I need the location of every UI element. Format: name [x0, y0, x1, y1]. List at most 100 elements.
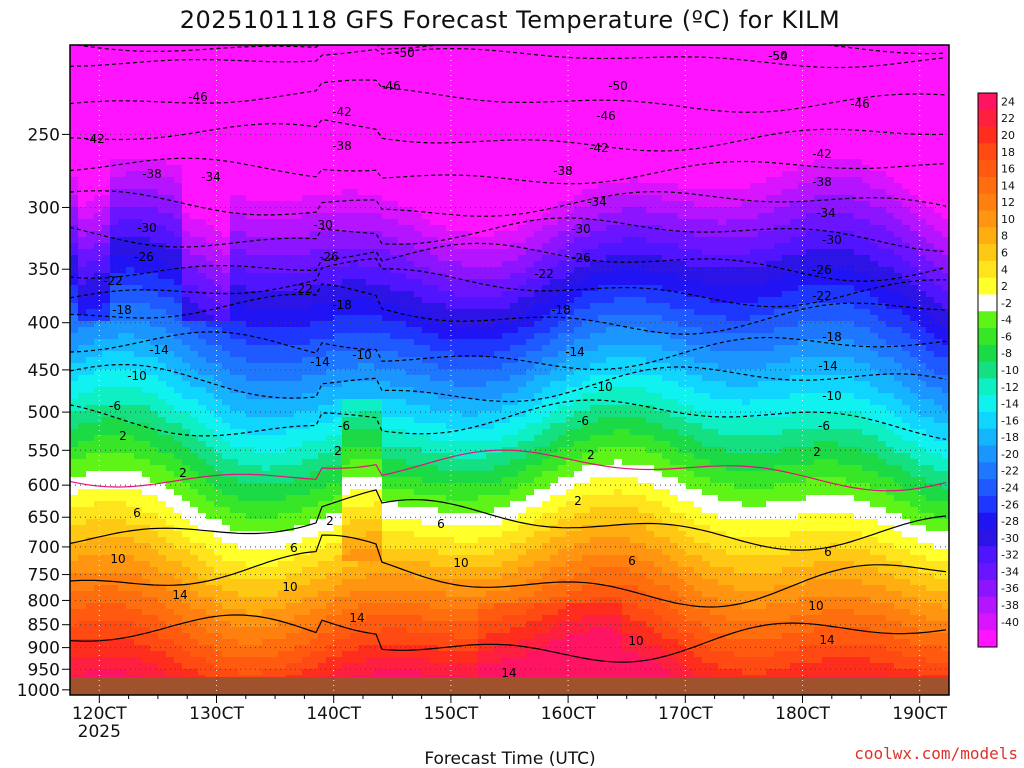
temperature-cell [382, 195, 391, 202]
temperature-cell [822, 117, 831, 124]
temperature-cell [550, 87, 559, 94]
temperature-cell [118, 63, 127, 70]
temperature-cell [878, 105, 887, 112]
temperature-cell [262, 213, 271, 220]
temperature-cell [726, 303, 735, 310]
temperature-cell [134, 75, 143, 82]
temperature-cell [446, 183, 455, 190]
temperature-cell [182, 189, 191, 196]
temperature-cell [158, 111, 167, 118]
temperature-cell [678, 45, 687, 52]
temperature-cell [726, 147, 735, 154]
temperature-cell [830, 261, 839, 268]
temperature-cell [622, 147, 631, 154]
temperature-cell [302, 81, 311, 88]
temperature-cell [822, 279, 831, 286]
temperature-cell [894, 201, 903, 208]
temperature-cell [342, 57, 351, 64]
temperature-cell [934, 291, 943, 298]
temperature-cell [918, 111, 927, 118]
temperature-cell [622, 195, 631, 202]
temperature-cell [254, 201, 263, 208]
temperature-cell [358, 261, 367, 268]
temperature-cell [726, 129, 735, 136]
temperature-cell [382, 273, 391, 280]
temperature-cell [270, 213, 279, 220]
temperature-cell [582, 93, 591, 100]
temperature-cell [286, 111, 295, 118]
temperature-cell [262, 87, 271, 94]
temperature-cell [622, 123, 631, 130]
temperature-cell [910, 261, 919, 268]
temperature-cell [374, 291, 383, 298]
temperature-cell [774, 261, 783, 268]
temperature-cell [414, 183, 423, 190]
temperature-cell [750, 189, 759, 196]
temperature-cell [822, 81, 831, 88]
temperature-cell [574, 255, 583, 262]
temperature-cell [150, 105, 159, 112]
temperature-cell [382, 87, 391, 94]
temperature-cell [414, 279, 423, 286]
temperature-cell [174, 129, 183, 136]
temperature-cell [342, 285, 351, 292]
temperature-cell [326, 243, 335, 250]
temperature-cell [574, 243, 583, 250]
temperature-cell [166, 93, 175, 100]
temperature-cell [406, 147, 415, 154]
temperature-cell [934, 231, 943, 238]
temperature-cell [230, 273, 239, 280]
temperature-cell [422, 249, 431, 256]
temperature-cell [214, 147, 223, 154]
temperature-cell [718, 45, 727, 52]
temperature-cell [174, 51, 183, 58]
temperature-cell [582, 165, 591, 172]
temperature-cell [150, 141, 159, 148]
temperature-cell [142, 69, 151, 76]
temperature-cell [750, 177, 759, 184]
temperature-cell [334, 297, 343, 304]
temperature-cell [790, 261, 799, 268]
temperature-cell [822, 105, 831, 112]
temperature-cell [462, 63, 471, 70]
temperature-cell [662, 195, 671, 202]
temperature-cell [598, 87, 607, 94]
temperature-cell [398, 285, 407, 292]
temperature-cell [222, 213, 231, 220]
temperature-cell [478, 273, 487, 280]
temperature-cell [182, 267, 191, 274]
temperature-cell [838, 219, 847, 226]
temperature-cell [302, 303, 311, 310]
temperature-cell [758, 63, 767, 70]
temperature-cell [462, 273, 471, 280]
temperature-cell [862, 291, 871, 298]
temperature-cell [502, 57, 511, 64]
temperature-cell [326, 165, 335, 172]
temperature-cell [198, 225, 207, 232]
temperature-cell [102, 51, 111, 58]
temperature-cell [622, 81, 631, 88]
temperature-cell [790, 201, 799, 208]
temperature-cell [678, 231, 687, 238]
temperature-cell [686, 99, 695, 106]
temperature-cell [886, 69, 895, 76]
temperature-cell [502, 273, 511, 280]
temperature-cell [582, 129, 591, 136]
temperature-cell [454, 147, 463, 154]
temperature-cell [198, 237, 207, 244]
temperature-cell [806, 147, 815, 154]
temperature-cell [726, 153, 735, 160]
temperature-cell [846, 249, 855, 256]
temperature-cell [446, 147, 455, 154]
temperature-cell [246, 123, 255, 130]
temperature-cell [510, 147, 519, 154]
temperature-cell [318, 297, 327, 304]
temperature-cell [734, 303, 743, 310]
temperature-cell [350, 285, 359, 292]
temperature-cell [702, 267, 711, 274]
temperature-cell [582, 303, 591, 310]
temperature-cell [822, 99, 831, 106]
temperature-cell [894, 213, 903, 220]
temperature-cell [494, 183, 503, 190]
temperature-cell [942, 297, 949, 304]
